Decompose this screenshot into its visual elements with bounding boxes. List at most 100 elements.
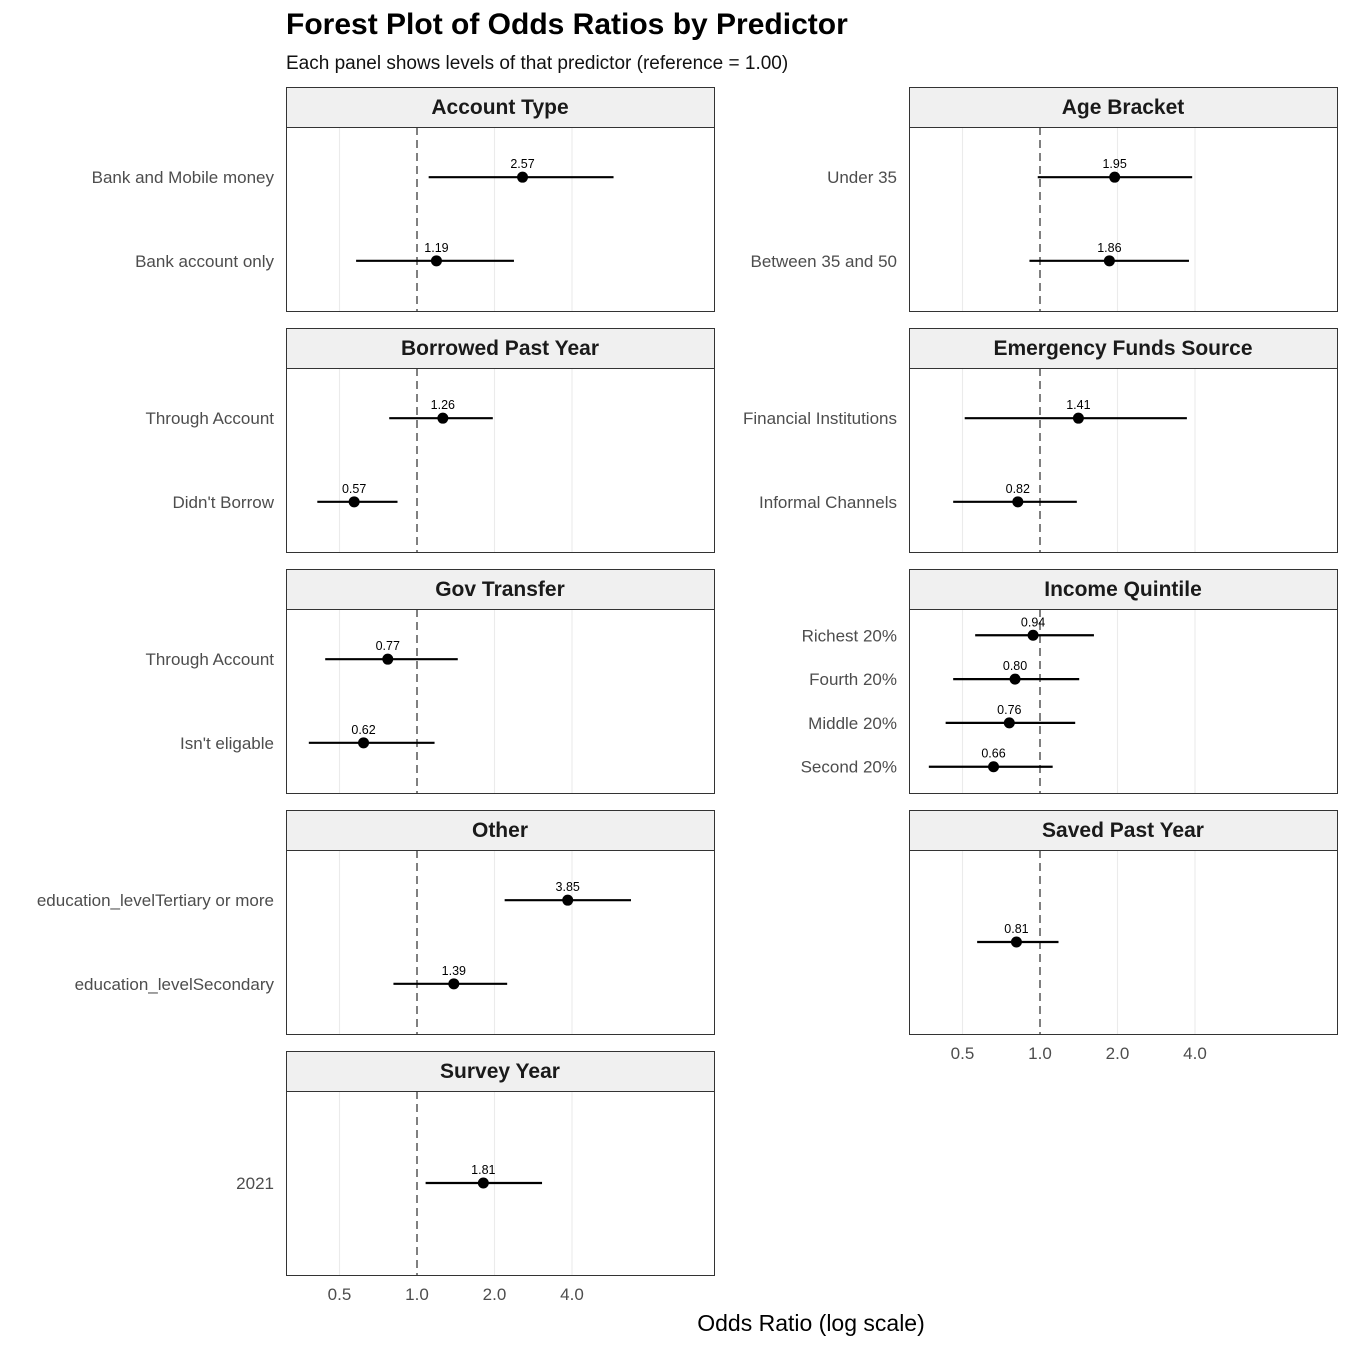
level-label: Bank account only — [135, 252, 274, 271]
facet-strip — [286, 569, 715, 610]
point-estimate — [1012, 496, 1024, 508]
facet-account-type: Account Type 2.57 Bank and Mobile money 1.1… — [92, 87, 715, 312]
x-tick-label: 1.0 — [405, 1285, 429, 1304]
x-tick-label: 2.0 — [1106, 1044, 1130, 1063]
x-tick-label: 1.0 — [1028, 1044, 1052, 1063]
x-tick-label: 4.0 — [560, 1285, 584, 1304]
panel-border — [909, 368, 1338, 553]
point-estimate — [477, 1177, 489, 1189]
facet-title: Saved Past Year — [1042, 819, 1204, 842]
x-tick-label: 4.0 — [1183, 1044, 1207, 1063]
facet-strip — [286, 87, 715, 128]
estimate-label: 1.81 — [471, 1163, 495, 1177]
panel-background — [286, 850, 715, 1035]
estimate-row: 1.86 Between 35 and 50 — [750, 241, 1189, 271]
level-label: 2021 — [236, 1174, 274, 1193]
point-estimate — [348, 496, 360, 508]
panel-border — [286, 127, 715, 312]
panel-border — [286, 368, 715, 553]
facet-title: Account Type — [431, 96, 568, 119]
estimate-row: 1.95 Under 35 — [827, 157, 1193, 187]
point-estimate — [1027, 629, 1039, 641]
point-estimate — [517, 171, 529, 183]
facet-panels: Account Type 2.57 Bank and Mobile money 1.1… — [37, 87, 1338, 1304]
estimate-label: 1.19 — [424, 241, 448, 255]
facet-saved-past-year: Saved Past Year 0.81 0.5 1.0 2.0 4.0 — [909, 810, 1338, 1063]
level-label: education_levelTertiary or more — [37, 891, 274, 910]
panel-background — [286, 127, 715, 312]
facet-strip — [909, 87, 1338, 128]
facet-title: Survey Year — [440, 1060, 560, 1083]
panel-background — [909, 368, 1338, 553]
level-label: Between 35 and 50 — [750, 252, 897, 271]
level-label: Through Account — [145, 650, 274, 669]
point-estimate — [430, 255, 442, 267]
estimate-row: 0.77 Through Account — [145, 639, 458, 669]
panel-border — [286, 850, 715, 1035]
panel-border — [909, 127, 1338, 312]
estimate-row: 0.81 — [977, 922, 1059, 948]
facet-survey-year: Survey Year 1.81 2021 0.5 1.0 2.0 4.0 — [236, 1051, 715, 1304]
facet-title: Other — [472, 819, 528, 842]
level-label: Informal Channels — [759, 493, 897, 512]
panel-border — [286, 609, 715, 794]
estimate-label: 3.85 — [556, 880, 580, 894]
estimate-label: 0.66 — [981, 747, 1005, 761]
panel-background — [909, 609, 1338, 794]
estimate-label: 0.82 — [1006, 482, 1030, 496]
estimate-row: 1.19 Bank account only — [135, 241, 514, 271]
facet-borrowed-past-year: Borrowed Past Year 1.26 Through Account 0.5… — [145, 328, 715, 553]
panel-background — [909, 127, 1338, 312]
estimate-row: 1.81 2021 — [236, 1163, 543, 1193]
estimate-row: 2.57 Bank and Mobile money — [92, 157, 614, 187]
estimate-label: 0.62 — [351, 723, 375, 737]
estimate-row: 0.82 Informal Channels — [759, 482, 1077, 512]
x-tick-label: 0.5 — [328, 1285, 352, 1304]
estimate-label: 0.81 — [1004, 922, 1028, 936]
level-label: Under 35 — [827, 168, 897, 187]
estimate-row: 0.57 Didn't Borrow — [172, 482, 398, 512]
chart-subtitle: Each panel shows levels of that predicto… — [286, 53, 788, 74]
estimate-label: 1.95 — [1102, 157, 1126, 171]
estimate-label: 1.26 — [431, 398, 455, 412]
estimate-row: 0.80 Fourth 20% — [809, 659, 1080, 689]
facet-title: Age Bracket — [1062, 96, 1185, 119]
estimate-label: 0.77 — [376, 639, 400, 653]
estimate-row: 0.94 Richest 20% — [802, 615, 1094, 645]
level-label: Bank and Mobile money — [92, 168, 275, 187]
point-estimate — [1009, 673, 1021, 685]
panel-background — [909, 850, 1338, 1035]
estimate-row: 1.26 Through Account — [145, 398, 493, 428]
facet-title: Borrowed Past Year — [401, 337, 599, 360]
estimate-label: 0.94 — [1021, 615, 1045, 629]
point-estimate — [382, 653, 394, 665]
point-estimate — [1072, 412, 1084, 424]
estimate-label: 0.76 — [997, 703, 1021, 717]
level-label: education_levelSecondary — [75, 975, 275, 994]
facet-title: Emergency Funds Source — [993, 337, 1252, 360]
facet-age-bracket: Age Bracket 1.95 Under 35 1.86 Between 35 an… — [750, 87, 1338, 312]
panel-background — [286, 609, 715, 794]
facet-title: Income Quintile — [1044, 578, 1202, 601]
point-estimate — [358, 737, 370, 749]
x-tick-label: 0.5 — [951, 1044, 975, 1063]
facet-gov-transfer: Gov Transfer 0.77 Through Account 0.62 Isn't… — [145, 569, 715, 794]
estimate-label: 0.80 — [1003, 659, 1027, 673]
estimate-row: 1.41 Financial Institutions — [743, 398, 1187, 428]
point-estimate — [1109, 171, 1121, 183]
point-estimate — [562, 894, 574, 906]
estimate-label: 1.86 — [1097, 241, 1121, 255]
point-estimate — [448, 978, 460, 990]
level-label: Financial Institutions — [743, 409, 897, 428]
estimate-label: 1.41 — [1066, 398, 1090, 412]
estimate-row: 3.85 education_levelTertiary or more — [37, 880, 631, 910]
panel-border — [286, 1091, 715, 1276]
facet-title: Gov Transfer — [435, 578, 565, 601]
x-tick-label: 2.0 — [483, 1285, 507, 1304]
panel-border — [909, 850, 1338, 1035]
level-label: Through Account — [145, 409, 274, 428]
estimate-row: 0.66 Second 20% — [801, 747, 1053, 777]
level-label: Richest 20% — [802, 626, 897, 645]
point-estimate — [988, 761, 1000, 773]
